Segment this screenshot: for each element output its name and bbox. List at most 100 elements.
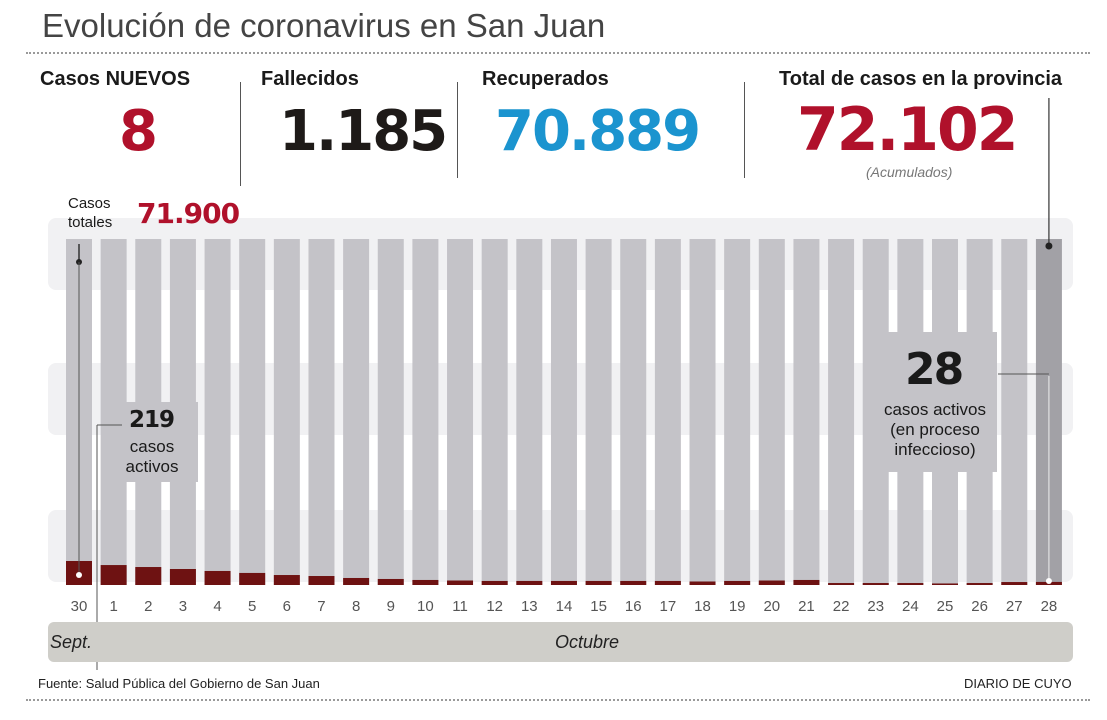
total-value: 72.102 [797, 95, 1019, 165]
x-tick-label: 18 [694, 598, 711, 615]
total-bar [343, 239, 370, 585]
total-bar [204, 239, 231, 585]
x-tick-label: 15 [590, 598, 607, 615]
active-bar [516, 580, 543, 585]
x-tick-label: 1 [109, 598, 117, 615]
active-bar [377, 578, 404, 585]
total-bar [273, 239, 300, 585]
total-bar [308, 239, 335, 585]
active-bar [343, 577, 370, 585]
total-bar [377, 239, 404, 585]
x-tick-label: 9 [387, 598, 395, 615]
month-label-octubre: Octubre [555, 632, 620, 652]
x-tick-label: 28 [1041, 598, 1058, 615]
month-label-sept: Sept. [50, 632, 93, 652]
active-bar [273, 575, 300, 585]
separator [240, 82, 241, 186]
x-tick-label: 21 [798, 598, 815, 615]
x-tick-label: 14 [556, 598, 573, 615]
total-bar [654, 239, 681, 585]
deaths-label: Fallecidos [261, 68, 359, 90]
total-bar [481, 239, 508, 585]
total-bar [758, 239, 785, 585]
bottom-divider [26, 699, 1090, 701]
total-note: (Acumulados) [866, 164, 953, 180]
x-tick-label: 30 [71, 598, 88, 615]
x-tick-label: 12 [486, 598, 503, 615]
active-bar [239, 572, 266, 585]
active-bar [620, 580, 647, 585]
separator [457, 82, 458, 178]
active-bar [862, 583, 889, 585]
total-label: Total de casos en la provincia [779, 68, 1063, 90]
x-tick-label: 11 [452, 598, 468, 615]
active-bar [828, 583, 855, 585]
total-bar [724, 239, 751, 585]
active-bar [204, 570, 231, 585]
active-bar [585, 580, 612, 585]
x-tick-label: 27 [1006, 598, 1023, 615]
x-tick-label: 8 [352, 598, 360, 615]
total-bar [447, 239, 474, 585]
active-bar [932, 583, 958, 585]
x-tick-label: 23 [867, 598, 884, 615]
marker-dot [76, 572, 82, 578]
x-tick-label: 26 [971, 598, 988, 615]
active-bar [897, 583, 924, 585]
x-tick-label: 6 [283, 598, 291, 615]
active-bar [169, 569, 196, 585]
deaths-value: 1.185 [279, 99, 448, 164]
x-tick-label: 13 [521, 598, 538, 615]
x-tick-label: 3 [179, 598, 187, 615]
end-active-label-line: casos activos [883, 400, 987, 419]
total-bar [585, 239, 612, 585]
active-bar [758, 580, 785, 585]
x-tick-label: 4 [213, 598, 221, 615]
active-bar [966, 583, 993, 585]
end-active-label-line: infeccioso) [894, 440, 976, 459]
active-bar [550, 580, 577, 585]
annotation-box [110, 402, 198, 482]
start-active-value: 219 [129, 407, 175, 433]
total-bar [828, 239, 855, 585]
page-title: Evolución de coronavirus en San Juan [42, 7, 606, 44]
x-tick-label: 20 [763, 598, 780, 615]
x-tick-label: 7 [317, 598, 325, 615]
source-note: Fuente: Salud Pública del Gobierno de Sa… [38, 676, 320, 691]
month-band [48, 622, 1073, 662]
start-active-label: casos activos [125, 437, 179, 476]
end-active-label-line: (en proceso [890, 420, 980, 439]
total-bar [793, 239, 820, 585]
x-tick-label: 10 [417, 598, 434, 615]
new-cases-label: Casos NUEVOS [40, 68, 191, 90]
total-bar [1001, 239, 1028, 585]
active-bar [412, 579, 439, 585]
total-bar [550, 239, 577, 585]
active-bar [793, 579, 820, 585]
active-bar [1001, 582, 1028, 585]
annotation-box [870, 332, 997, 472]
marker-dot [1045, 578, 1052, 584]
active-bar [481, 580, 508, 585]
active-bar [447, 580, 474, 585]
x-tick-label: 17 [660, 598, 677, 615]
recovered-label: Recuperados [482, 68, 609, 90]
x-tick-label: 19 [729, 598, 746, 615]
total-bar [516, 239, 543, 585]
x-tick-label: 22 [833, 598, 850, 615]
end-active-value: 28 [905, 344, 964, 395]
x-tick-label: 5 [248, 598, 256, 615]
active-bar [724, 580, 751, 585]
active-bar [135, 567, 162, 585]
recovered-value: 70.889 [495, 99, 701, 164]
total-bar [689, 239, 716, 585]
x-tick-label: 24 [902, 598, 919, 615]
top-divider [26, 52, 1090, 54]
total-bar [620, 239, 647, 585]
active-bar [308, 576, 335, 585]
total-bar [239, 239, 266, 585]
end-active-label: casos activos (en proceso infeccioso) [868, 400, 1002, 460]
start-total-label: Casos totales [68, 195, 113, 231]
active-bar [100, 565, 127, 585]
total-bar [412, 239, 439, 585]
